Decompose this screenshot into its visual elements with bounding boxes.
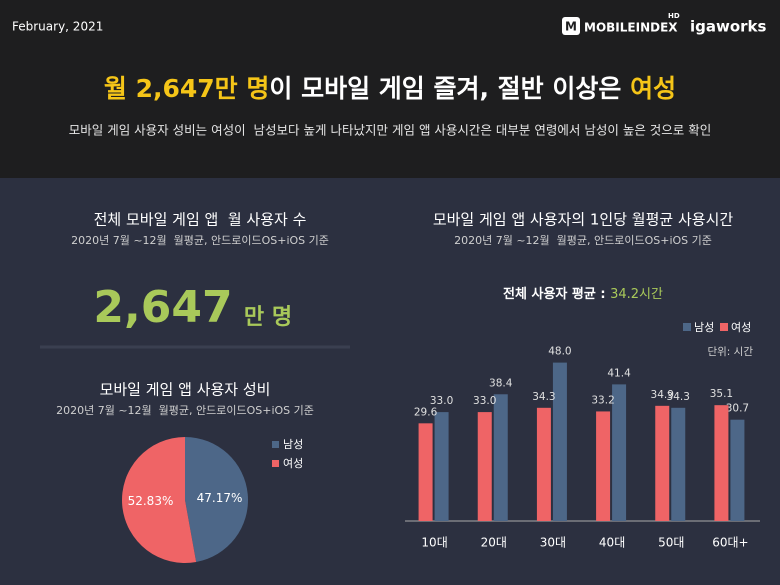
bar [493, 394, 508, 521]
x-tick-label: 30대 [540, 536, 566, 550]
slice-label: 47.17% [197, 491, 243, 505]
value-label: 29.6 [414, 406, 438, 418]
bar-subtitle: 2020년 7월 ~12월 월평균, 안드로이드OS+iOS 기준 [454, 234, 712, 247]
legend-swatch [272, 441, 279, 448]
x-tick-label: 20대 [481, 536, 507, 550]
bar [714, 405, 729, 521]
bar [612, 384, 627, 521]
headline: 월 2,647만 명이 모바일 게임 즐겨, 절반 이상은 여성 [104, 74, 676, 103]
bar [655, 405, 670, 521]
value-label: 38.4 [489, 377, 513, 389]
bar [552, 362, 567, 521]
pie-slice [185, 437, 249, 563]
legend-swatch [272, 460, 279, 467]
kpi-unit: 만 명 [244, 305, 292, 330]
kpi-subtitle: 2020년 7월 ~12월 월평균, 안드로이드OS+iOS 기준 [71, 234, 329, 247]
value-label: 35.1 [710, 388, 733, 400]
value-label: 33.0 [473, 395, 496, 407]
slice-label: 52.83% [128, 494, 174, 508]
value-label: 33.0 [430, 395, 453, 407]
value-label: 34.3 [532, 391, 555, 403]
pie-title: 모바일 게임 앱 사용자 성비 [100, 381, 271, 399]
subtitle: 모바일 게임 사용자 성비는 여성이 남성보다 높게 나타났지만 게임 앱 사용… [69, 123, 712, 138]
x-tick-label: 10대 [421, 536, 447, 550]
logo-icon-letter: M [565, 20, 577, 34]
legend-label: 여성 [283, 457, 303, 470]
pie-subtitle: 2020년 7월 ~12월 월평균, 안드로이드OS+iOS 기준 [56, 404, 314, 417]
headline-part: 이 모바일 게임 즐겨, 절반 이상은 [269, 74, 630, 103]
annotation: 전체 사용자 평균 : 34.2시간 [503, 286, 663, 302]
legend-label: 남성 [694, 321, 714, 334]
bar [418, 423, 433, 521]
logo: MOBILEINDEX [584, 21, 678, 35]
kpi-value: 2,647 [93, 282, 232, 333]
x-tick-label: 50대 [658, 536, 684, 550]
headline-part: 여성 [630, 74, 676, 103]
bar [477, 412, 492, 521]
bar [434, 412, 449, 521]
logo-icon [562, 17, 580, 35]
bar-title: 모바일 게임 앱 사용자의 1인당 월평균 사용시간 [433, 211, 734, 229]
legend-label: 여성 [731, 321, 751, 334]
brand: igaworks [690, 18, 767, 36]
value-label: 34.3 [667, 391, 690, 403]
kpi-title: 전체 모바일 게임 앱 월 사용자 수 [94, 211, 307, 229]
legend-swatch [720, 323, 728, 331]
bar [596, 411, 611, 521]
x-tick-label: 40대 [599, 536, 625, 550]
x-tick-label: 60대+ [712, 536, 748, 550]
header-bg [0, 0, 780, 178]
value-label: 34.9 [651, 389, 674, 401]
legend-swatch [683, 323, 691, 331]
annotation-label: 전체 사용자 평균 : [503, 286, 610, 302]
value-label: 48.0 [548, 346, 571, 358]
value-label: 41.4 [607, 367, 631, 379]
headline-part: 월 2,647만 명 [104, 74, 270, 103]
unit-note: 단위: 시간 [707, 345, 753, 358]
pie-slice [122, 437, 197, 563]
logo-badge: HD [668, 12, 680, 20]
annotation-value: 34.2시간 [610, 287, 663, 302]
bar [671, 407, 686, 521]
bar [730, 419, 745, 521]
date: February, 2021 [12, 20, 103, 34]
value-label: 33.2 [591, 394, 614, 406]
value-label: 30.7 [726, 403, 749, 415]
bar [536, 407, 551, 521]
legend-label: 남성 [283, 438, 303, 451]
